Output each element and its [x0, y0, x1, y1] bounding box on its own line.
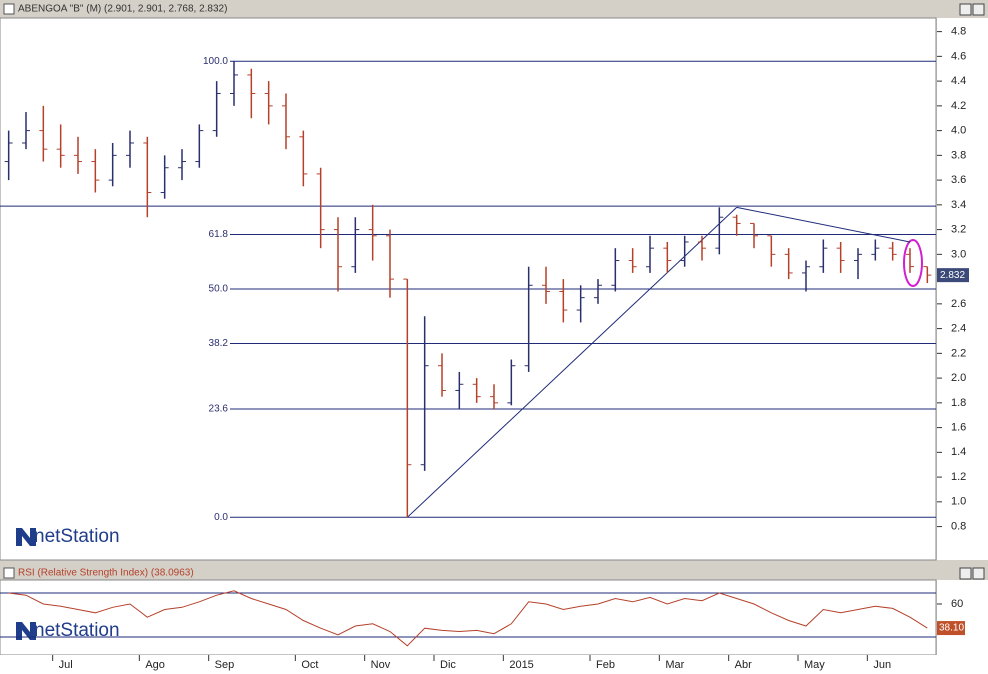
- y-tick-label: 2.0: [951, 372, 966, 384]
- x-tick-label: Feb: [596, 659, 615, 671]
- watermark: netStation: [34, 620, 120, 641]
- window-icon: [3, 567, 15, 579]
- window-icon: [3, 3, 15, 15]
- y-tick-label: 2.4: [951, 323, 966, 335]
- y-tick-label: 1.4: [951, 446, 966, 458]
- fib-label: 23.6: [209, 404, 229, 415]
- x-tick-label: Ago: [145, 659, 165, 671]
- restore-button[interactable]: [959, 567, 972, 580]
- price-axis: [937, 18, 988, 560]
- rsi-title: RSI (Relative Strength Index) (38.0963): [18, 568, 194, 579]
- x-tick-label: Dic: [440, 659, 456, 671]
- y-tick-label: 4.4: [951, 75, 966, 87]
- y-tick-label: 4.0: [951, 125, 966, 137]
- y-tick-label: 3.2: [951, 224, 966, 236]
- y-tick-label: 3.6: [951, 174, 966, 186]
- x-tick-label: Nov: [371, 659, 391, 671]
- fib-label: 100.0: [203, 56, 228, 67]
- y-tick-label: 2.6: [951, 298, 966, 310]
- y-tick-label: 4.6: [951, 50, 966, 62]
- y-tick-label: 1.6: [951, 421, 966, 433]
- rsi-line: [8, 590, 928, 647]
- x-axis: [0, 655, 988, 674]
- x-tick-label: Oct: [301, 659, 318, 671]
- price-title: ABENGOA "B" (M) (2.901, 2.901, 2.768, 2.…: [18, 4, 227, 15]
- last-tag: [937, 268, 969, 283]
- x-tick-label: May: [804, 659, 825, 671]
- y-tick-label: 1.8: [951, 397, 966, 409]
- last-tag: [937, 621, 965, 636]
- x-tick-label: Jun: [873, 659, 891, 671]
- last-label: 2.832: [940, 270, 965, 281]
- highlight-ellipse: [903, 239, 923, 287]
- watermark: netStation: [34, 526, 120, 547]
- x-tick-label: Mar: [665, 659, 684, 671]
- x-tick-label: Jul: [59, 659, 73, 671]
- last-label: 38.10: [939, 623, 964, 634]
- trend-line: [406, 206, 738, 518]
- logo: [16, 528, 36, 546]
- logo: [16, 622, 36, 640]
- rsi-axis: [937, 580, 988, 655]
- fib-label: 0.0: [214, 512, 228, 523]
- y-tick-label: 60: [951, 598, 963, 610]
- x-tick-label: Abr: [735, 659, 752, 671]
- y-tick-label: 4.2: [951, 100, 966, 112]
- x-tick-label: Sep: [215, 659, 235, 671]
- y-tick-label: 3.0: [951, 248, 966, 260]
- y-tick-label: 0.8: [951, 520, 966, 532]
- fib-label: 50.0: [209, 284, 229, 295]
- restore-button[interactable]: [959, 3, 972, 16]
- close-button[interactable]: [972, 567, 985, 580]
- y-tick-label: 3.4: [951, 199, 966, 211]
- rsi-plot: [0, 579, 937, 656]
- trend-line: [736, 206, 911, 243]
- x-tick-label: 2015: [509, 659, 533, 671]
- y-tick-label: 3.8: [951, 149, 966, 161]
- y-tick-label: 2.2: [951, 347, 966, 359]
- close-button[interactable]: [972, 3, 985, 16]
- y-tick-label: 1.2: [951, 471, 966, 483]
- fib-label: 61.8: [209, 229, 229, 240]
- y-tick-label: 1.0: [951, 496, 966, 508]
- y-tick-label: 4.8: [951, 26, 966, 38]
- fib-label: 38.2: [209, 338, 229, 349]
